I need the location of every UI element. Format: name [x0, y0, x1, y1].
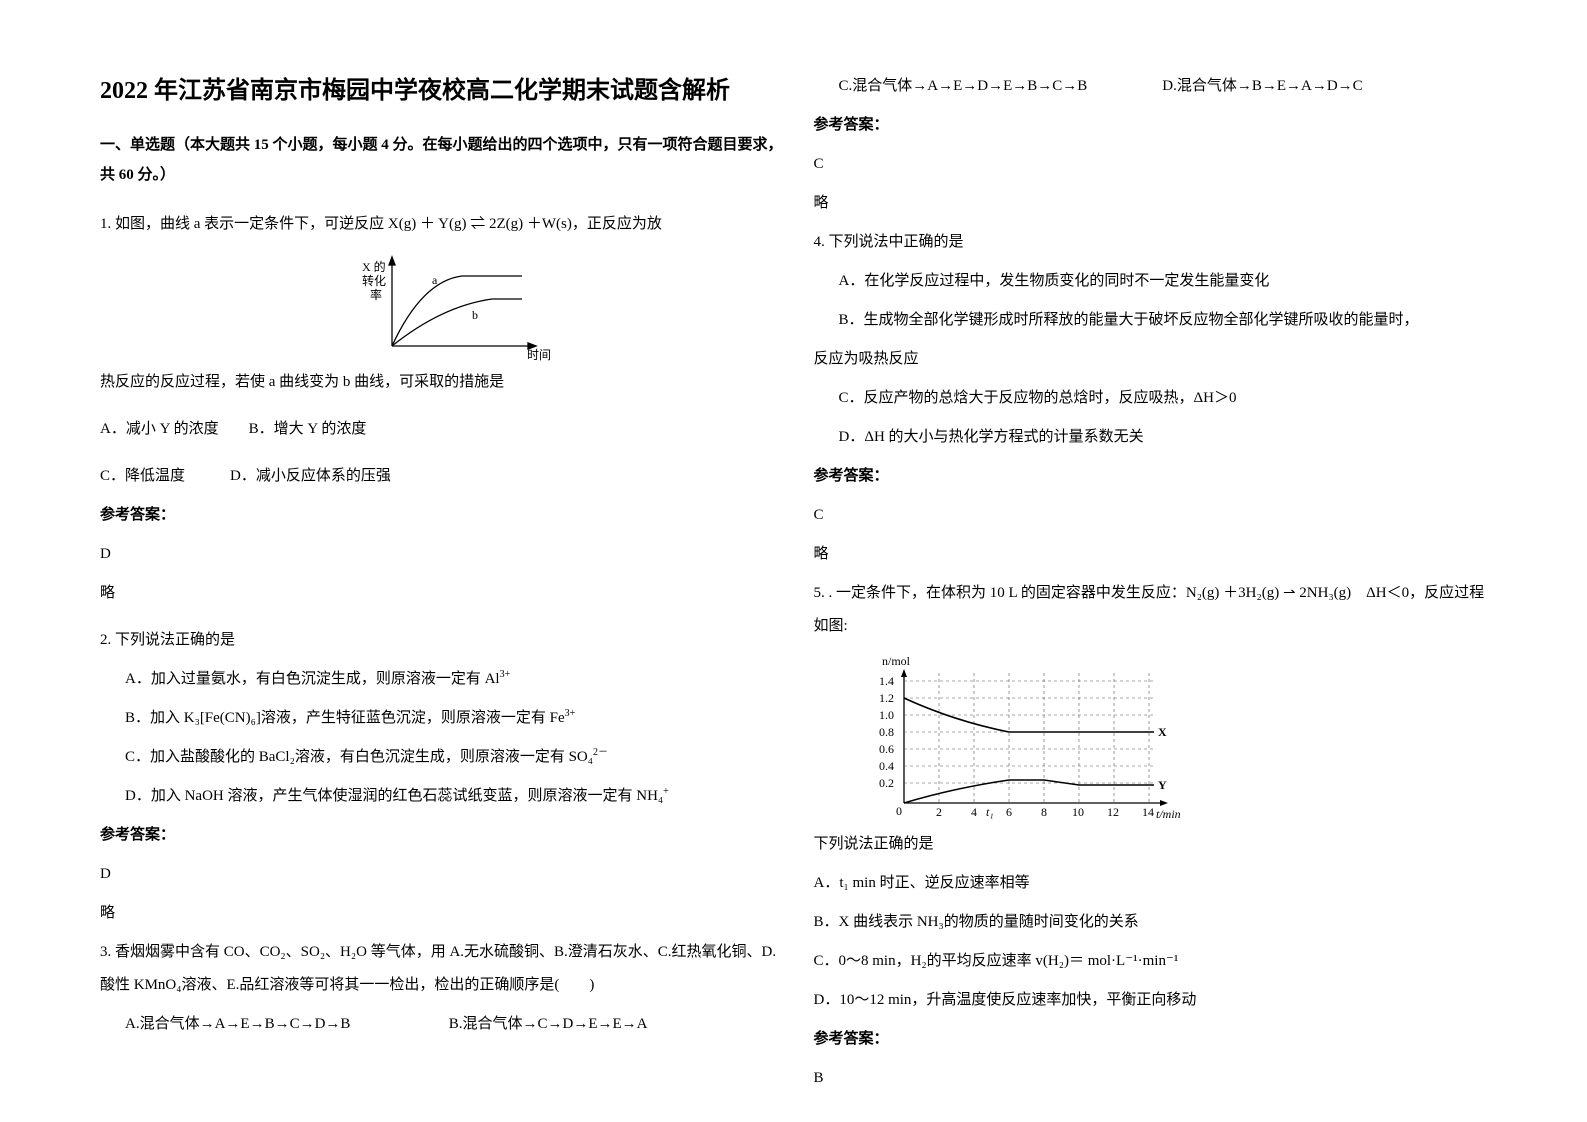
q4-opt-b2: 反应为吸热反应 [814, 343, 1498, 376]
q3-row-cd: C.混合气体→A→E→D→E→B→C→B D.混合气体→B→E→A→D→C [814, 70, 1498, 103]
q2-ans: D [100, 858, 784, 891]
q2-c-sup: 2－ [593, 747, 608, 758]
q3-stem: 3. 香烟烟雾中含有 CO、CO₂、SO₂、H₂O 等气体，用 A.无水硫酸铜、… [100, 936, 784, 1002]
q4-opt-d: D．ΔH 的大小与热化学方程式的计量系数无关 [814, 421, 1498, 454]
q2-b-sup: 3+ [565, 708, 576, 719]
q5-opt-a: A．t₁ min 时正、逆反应速率相等 [814, 867, 1498, 900]
q1-ans: D [100, 538, 784, 571]
q4-stem: 4. 下列说法中正确的是 [814, 226, 1498, 259]
q2-a-text: A．加入过量氨水，有白色沉淀生成，则原溶液一定有 Al [125, 671, 500, 687]
q2-a-sup: 3+ [500, 669, 511, 680]
q5-ans-label: 参考答案： [814, 1023, 1498, 1056]
q3-ans: C [814, 148, 1498, 181]
q4-opt-b: B．生成物全部化学键形成时所释放的能量大于破坏反应物全部化学键所吸收的能量时， [814, 304, 1498, 337]
q5-curve-x: X [1158, 725, 1167, 739]
q1-ans-label: 参考答案： [100, 499, 784, 532]
svg-text:0: 0 [896, 804, 902, 818]
q3-ans-label: 参考答案： [814, 109, 1498, 142]
q1-opts-cd: C．降低温度 D．减小反应体系的压强 [100, 460, 784, 493]
svg-text:6: 6 [1006, 805, 1012, 819]
q2-ans-label: 参考答案： [100, 819, 784, 852]
svg-text:t/min: t/min [1156, 807, 1181, 821]
q3-opt-c: C.混合气体→A→E→D→E→B→C→B [839, 70, 1159, 103]
q5-stem: 5. . 一定条件下，在体积为 10 L 的固定容器中发生反应：N₂(g) ＋3… [814, 577, 1498, 643]
q3-opt-b: B.混合气体→C→D→E→E→A [449, 1016, 648, 1032]
q2-d-sup: + [663, 786, 669, 797]
q1-opts-ab: A．减小 Y 的浓度 B．增大 Y 的浓度 [100, 413, 784, 446]
q4-ans: C [814, 499, 1498, 532]
q2-note: 略 [100, 897, 784, 930]
left-column: 2022 年江苏省南京市梅园中学夜校高二化学期末试题含解析 一、单选题（本大题共… [100, 70, 814, 1082]
q4-note: 略 [814, 538, 1498, 571]
svg-text:8: 8 [1041, 805, 1047, 819]
q1-curve-a: a [432, 273, 438, 287]
page-title: 2022 年江苏省南京市梅园中学夜校高二化学期末试题含解析 [100, 70, 784, 105]
q3-note: 略 [814, 187, 1498, 220]
svg-text:0.2: 0.2 [879, 776, 894, 790]
svg-text:14: 14 [1142, 805, 1154, 819]
svg-text:4: 4 [971, 805, 977, 819]
q3-row-ab: A.混合气体→A→E→B→C→D→B B.混合气体→C→D→E→E→A [100, 1008, 784, 1041]
svg-text:0.6: 0.6 [879, 742, 894, 756]
q5-chart: n/mol [864, 653, 1184, 823]
q1-curve-b: b [472, 308, 478, 322]
svg-text:0.4: 0.4 [879, 759, 894, 773]
q5-ylabel: n/mol [882, 654, 911, 668]
q2-c-text: C．加入盐酸酸化的 BaCl₂溶液，有白色沉淀生成，则原溶液一定有 SO₄ [125, 749, 593, 765]
q2-opt-c: C．加入盐酸酸化的 BaCl₂溶液，有白色沉淀生成，则原溶液一定有 SO₄2－ [100, 741, 784, 774]
q2-d-text: D．加入 NaOH 溶液，产生气体使湿润的红色石蕊试纸变蓝，则原溶液一定有 NH… [125, 788, 663, 804]
q1-ylabel3: 率 [370, 287, 382, 302]
q2-opt-b: B．加入 K₃[Fe(CN)₆]溶液，产生特征蓝色沉淀，则原溶液一定有 Fe3+ [100, 702, 784, 735]
q2-stem: 2. 下列说法正确的是 [100, 624, 784, 657]
q1-ylabel: X 的 [362, 259, 386, 274]
svg-text:12: 12 [1107, 805, 1119, 819]
q5-opt-c: C．0～8 min，H₂的平均反应速率 v(H₂)＝ mol·L⁻¹·min⁻¹ [814, 945, 1498, 978]
q5-post: 下列说法正确的是 [814, 828, 1498, 861]
q4-opt-a: A．在化学反应过程中，发生物质变化的同时不一定发生能量变化 [814, 265, 1498, 298]
q1-chart: X 的 转化 率 a b 时间 [332, 251, 552, 361]
q2-b-text: B．加入 K₃[Fe(CN)₆]溶液，产生特征蓝色沉淀，则原溶液一定有 Fe [125, 710, 565, 726]
svg-text:0.8: 0.8 [879, 725, 894, 739]
q5-opt-d: D．10～12 min，升高温度使反应速率加快，平衡正向移动 [814, 984, 1498, 1017]
q2-opt-a: A．加入过量氨水，有白色沉淀生成，则原溶液一定有 Al3+ [100, 663, 784, 696]
right-column: C.混合气体→A→E→D→E→B→C→B D.混合气体→B→E→A→D→C 参考… [814, 70, 1528, 1082]
svg-text:1.2: 1.2 [879, 691, 894, 705]
q1-note: 略 [100, 577, 784, 610]
q4-opt-c: C．反应产物的总焓大于反应物的总焓时，反应吸热，ΔH＞0 [814, 382, 1498, 415]
q5-curve-y: Y [1158, 778, 1167, 792]
q5-opt-b: B．X 曲线表示 NH₃的物质的量随时间变化的关系 [814, 906, 1498, 939]
q2-opt-d: D．加入 NaOH 溶液，产生气体使湿润的红色石蕊试纸变蓝，则原溶液一定有 NH… [100, 780, 784, 813]
q1-stem-1: 1. 如图，曲线 a 表示一定条件下，可逆反应 X(g) ＋ Y(g) ⇌ 2Z… [100, 208, 784, 241]
q4-ans-label: 参考答案： [814, 460, 1498, 493]
q1-ylabel2: 转化 [362, 273, 386, 288]
q1-xlabel: 时间 [527, 348, 551, 361]
q3-opt-a: A.混合气体→A→E→B→C→D→B [125, 1008, 445, 1041]
svg-text:2: 2 [936, 805, 942, 819]
svg-text:1.4: 1.4 [879, 674, 894, 688]
q5-ans: B [814, 1062, 1498, 1095]
svg-text:10: 10 [1072, 805, 1084, 819]
section-heading: 一、单选题（本大题共 15 个小题，每小题 4 分。在每小题给出的四个选项中，只… [100, 130, 784, 190]
svg-text:t₁: t₁ [986, 805, 994, 819]
q1-stem-2: 热反应的反应过程，若使 a 曲线变为 b 曲线，可采取的措施是 [100, 366, 784, 399]
q3-opt-d: D.混合气体→B→E→A→D→C [1162, 78, 1362, 94]
svg-text:1.0: 1.0 [879, 708, 894, 722]
